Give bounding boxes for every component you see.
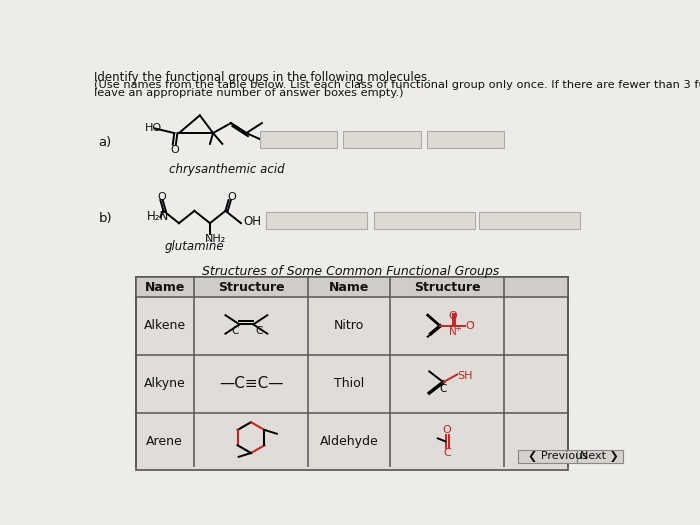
Text: Identify the functional groups in the following molecules.: Identify the functional groups in the fo… [94, 71, 430, 83]
Text: SH: SH [457, 371, 473, 381]
Bar [374, 213, 475, 229]
Text: Next ❯: Next ❯ [580, 451, 620, 462]
Bar [343, 131, 421, 148]
Text: C: C [231, 326, 239, 336]
Bar [577, 449, 623, 463]
Text: OH: OH [244, 215, 261, 228]
Text: O: O [170, 145, 179, 155]
Text: Thiol: Thiol [334, 377, 364, 390]
Bar [136, 277, 568, 297]
Text: glutamine: glutamine [165, 240, 225, 253]
Text: C: C [440, 384, 447, 394]
Text: —C≡C—: —C≡C— [219, 376, 284, 391]
Text: O: O [227, 192, 236, 202]
Text: Name: Name [144, 280, 185, 293]
Text: Name: Name [329, 280, 370, 293]
Text: Nitro: Nitro [334, 319, 364, 332]
Text: O: O [448, 311, 457, 321]
Text: ❮ Previous: ❮ Previous [528, 451, 588, 462]
Text: Alkyne: Alkyne [144, 377, 186, 390]
Bar [479, 213, 580, 229]
Text: +: + [454, 323, 461, 333]
Text: C: C [443, 448, 451, 458]
Text: Structure: Structure [414, 280, 480, 293]
Text: NH₂: NH₂ [205, 234, 227, 244]
Text: Arene: Arene [146, 435, 183, 448]
Text: (Use names from the table below. List each class of functional group only once. : (Use names from the table below. List ea… [94, 80, 700, 90]
Text: O: O [442, 425, 452, 435]
Bar [519, 449, 577, 463]
Bar [136, 277, 568, 470]
Text: ⁻: ⁻ [470, 320, 475, 330]
Text: Structures of Some Common Functional Groups: Structures of Some Common Functional Gro… [202, 265, 500, 278]
Text: b): b) [98, 212, 112, 225]
Text: Aldehyde: Aldehyde [320, 435, 379, 448]
Text: Alkene: Alkene [144, 319, 186, 332]
Bar [260, 131, 337, 148]
Text: HO: HO [145, 123, 162, 133]
Text: O: O [158, 192, 166, 202]
Bar [266, 213, 367, 229]
Text: leave an appropriate number of answer boxes empty.): leave an appropriate number of answer bo… [94, 88, 403, 98]
Text: Structure: Structure [218, 280, 284, 293]
Text: C: C [255, 326, 262, 336]
Text: H₂N: H₂N [146, 211, 169, 224]
Text: O: O [465, 321, 474, 331]
Text: N: N [449, 327, 456, 337]
Text: chrysanthemic acid: chrysanthemic acid [169, 163, 284, 176]
Bar [427, 131, 505, 148]
Text: a): a) [98, 136, 111, 149]
